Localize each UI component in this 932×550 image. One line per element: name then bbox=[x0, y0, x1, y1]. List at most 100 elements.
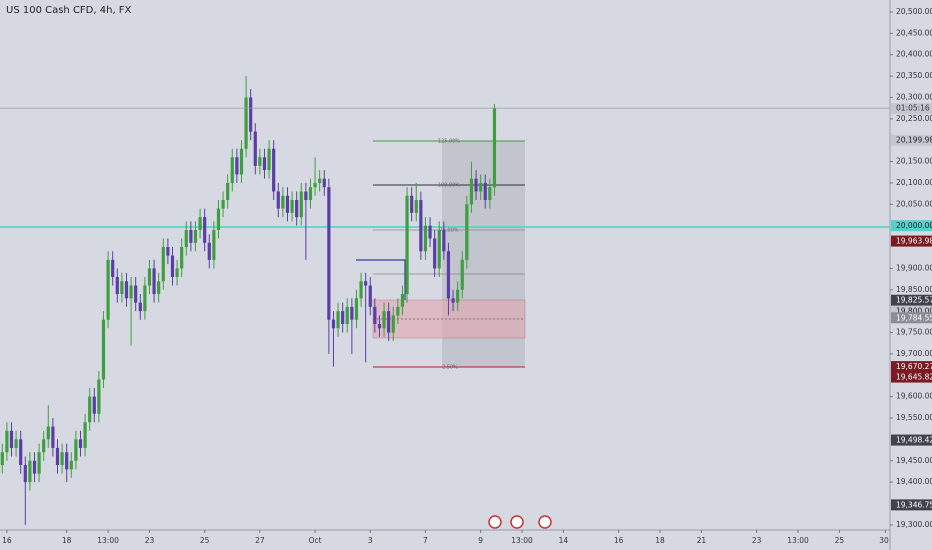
candle-body bbox=[350, 306, 354, 320]
candle-body bbox=[212, 229, 216, 260]
y-tick-label: 19,900.00 bbox=[896, 263, 932, 272]
candle-body bbox=[433, 238, 437, 269]
candle-body bbox=[166, 247, 170, 256]
candle-body bbox=[37, 452, 41, 474]
event-icon[interactable] bbox=[488, 515, 502, 529]
x-tick-label: 23 bbox=[145, 536, 155, 545]
candle-body bbox=[111, 259, 115, 277]
candle-body bbox=[341, 311, 345, 324]
x-tick-label: 25 bbox=[835, 536, 845, 545]
candle-body bbox=[272, 148, 276, 192]
price-label: 19,963.98 bbox=[896, 237, 932, 246]
x-tick-label: 13:00 bbox=[511, 536, 533, 545]
candle-body bbox=[230, 157, 234, 183]
candle-body bbox=[97, 379, 101, 414]
event-icon[interactable] bbox=[538, 515, 552, 529]
x-tick-label: 23 bbox=[752, 536, 762, 545]
candle-body bbox=[198, 217, 202, 230]
candle-body bbox=[492, 108, 497, 188]
y-tick-label: 19,850.00 bbox=[896, 285, 932, 294]
candle-body bbox=[51, 426, 55, 448]
candle-body bbox=[290, 200, 294, 213]
candle-body bbox=[88, 396, 92, 423]
candle-body bbox=[451, 298, 455, 303]
candle-body bbox=[456, 289, 460, 303]
candle-body bbox=[226, 182, 230, 201]
candle-body bbox=[396, 306, 400, 316]
candle-body bbox=[359, 281, 363, 299]
candle-body bbox=[364, 281, 368, 286]
candle-body bbox=[170, 255, 175, 277]
candle-body bbox=[239, 148, 244, 175]
candle-body bbox=[249, 97, 253, 132]
candle-body bbox=[391, 315, 395, 333]
fib-label: 125.00% bbox=[438, 139, 460, 145]
candle-body bbox=[115, 276, 119, 295]
price-label-box bbox=[891, 371, 932, 383]
price-label-box bbox=[891, 305, 932, 317]
candle-body bbox=[400, 294, 405, 307]
x-tick-label: 27 bbox=[255, 536, 265, 545]
candle-body bbox=[157, 281, 161, 295]
candle-body bbox=[216, 208, 221, 230]
event-icon[interactable] bbox=[510, 515, 524, 529]
candle-body bbox=[46, 426, 50, 440]
price-label-box bbox=[891, 235, 932, 247]
x-tick-label: 30 bbox=[879, 536, 889, 545]
candle-body bbox=[345, 306, 349, 324]
candle-body bbox=[253, 131, 257, 166]
candle-body bbox=[387, 311, 391, 333]
x-tick-label: 7 bbox=[423, 536, 428, 545]
candle-body bbox=[14, 439, 18, 448]
candle-body bbox=[184, 229, 188, 248]
candle-body bbox=[193, 229, 198, 243]
price-label: 19,784.55 bbox=[896, 313, 932, 322]
event-icons bbox=[488, 515, 552, 529]
x-tick-label: 14 bbox=[559, 536, 569, 545]
y-tick-label: 19,550.00 bbox=[896, 413, 932, 422]
candle-body bbox=[258, 157, 262, 166]
x-tick-label: Oct bbox=[309, 536, 322, 545]
candle-body bbox=[354, 298, 359, 320]
candle-body bbox=[65, 452, 69, 470]
candle-body bbox=[244, 97, 248, 149]
candle-body bbox=[331, 319, 336, 329]
candle-body bbox=[336, 311, 340, 329]
chart-title: US 100 Cash CFD, 4h, FX bbox=[6, 5, 132, 16]
y-tick-label: 20,350.00 bbox=[896, 71, 932, 80]
candle-body bbox=[469, 178, 474, 205]
candle-body bbox=[442, 229, 446, 252]
x-tick-label: 13:00 bbox=[97, 536, 119, 545]
fib-label: 75.00% bbox=[439, 228, 458, 234]
price-label: 19,670.27 bbox=[896, 362, 932, 371]
candle-body bbox=[437, 229, 441, 269]
candle-body bbox=[42, 439, 46, 453]
candle-body bbox=[9, 430, 14, 448]
candle-body bbox=[207, 242, 211, 260]
y-tick-label: 19,750.00 bbox=[896, 328, 932, 337]
y-tick-label: 19,450.00 bbox=[896, 456, 932, 465]
price-label: 20,199.98 bbox=[896, 136, 932, 145]
candle-body bbox=[368, 285, 372, 307]
candle-body bbox=[23, 465, 27, 483]
candle-body bbox=[313, 182, 317, 188]
candle-body bbox=[285, 195, 290, 213]
countdown-box bbox=[891, 103, 932, 115]
candle-body bbox=[410, 195, 414, 213]
candle-body bbox=[488, 187, 492, 201]
x-tick-label: 13:00 bbox=[787, 536, 809, 545]
candle-body bbox=[19, 439, 23, 466]
candle-body bbox=[138, 302, 142, 312]
candle-body bbox=[479, 182, 483, 192]
candle-body bbox=[414, 200, 418, 213]
candle-body bbox=[299, 191, 303, 218]
candle-body bbox=[134, 285, 138, 303]
candle-body bbox=[83, 422, 87, 448]
y-tick-label: 20,400.00 bbox=[896, 50, 932, 59]
candle-body bbox=[276, 191, 280, 209]
candle-body bbox=[446, 251, 451, 299]
candle-body bbox=[304, 191, 308, 201]
candle-body bbox=[143, 285, 147, 312]
